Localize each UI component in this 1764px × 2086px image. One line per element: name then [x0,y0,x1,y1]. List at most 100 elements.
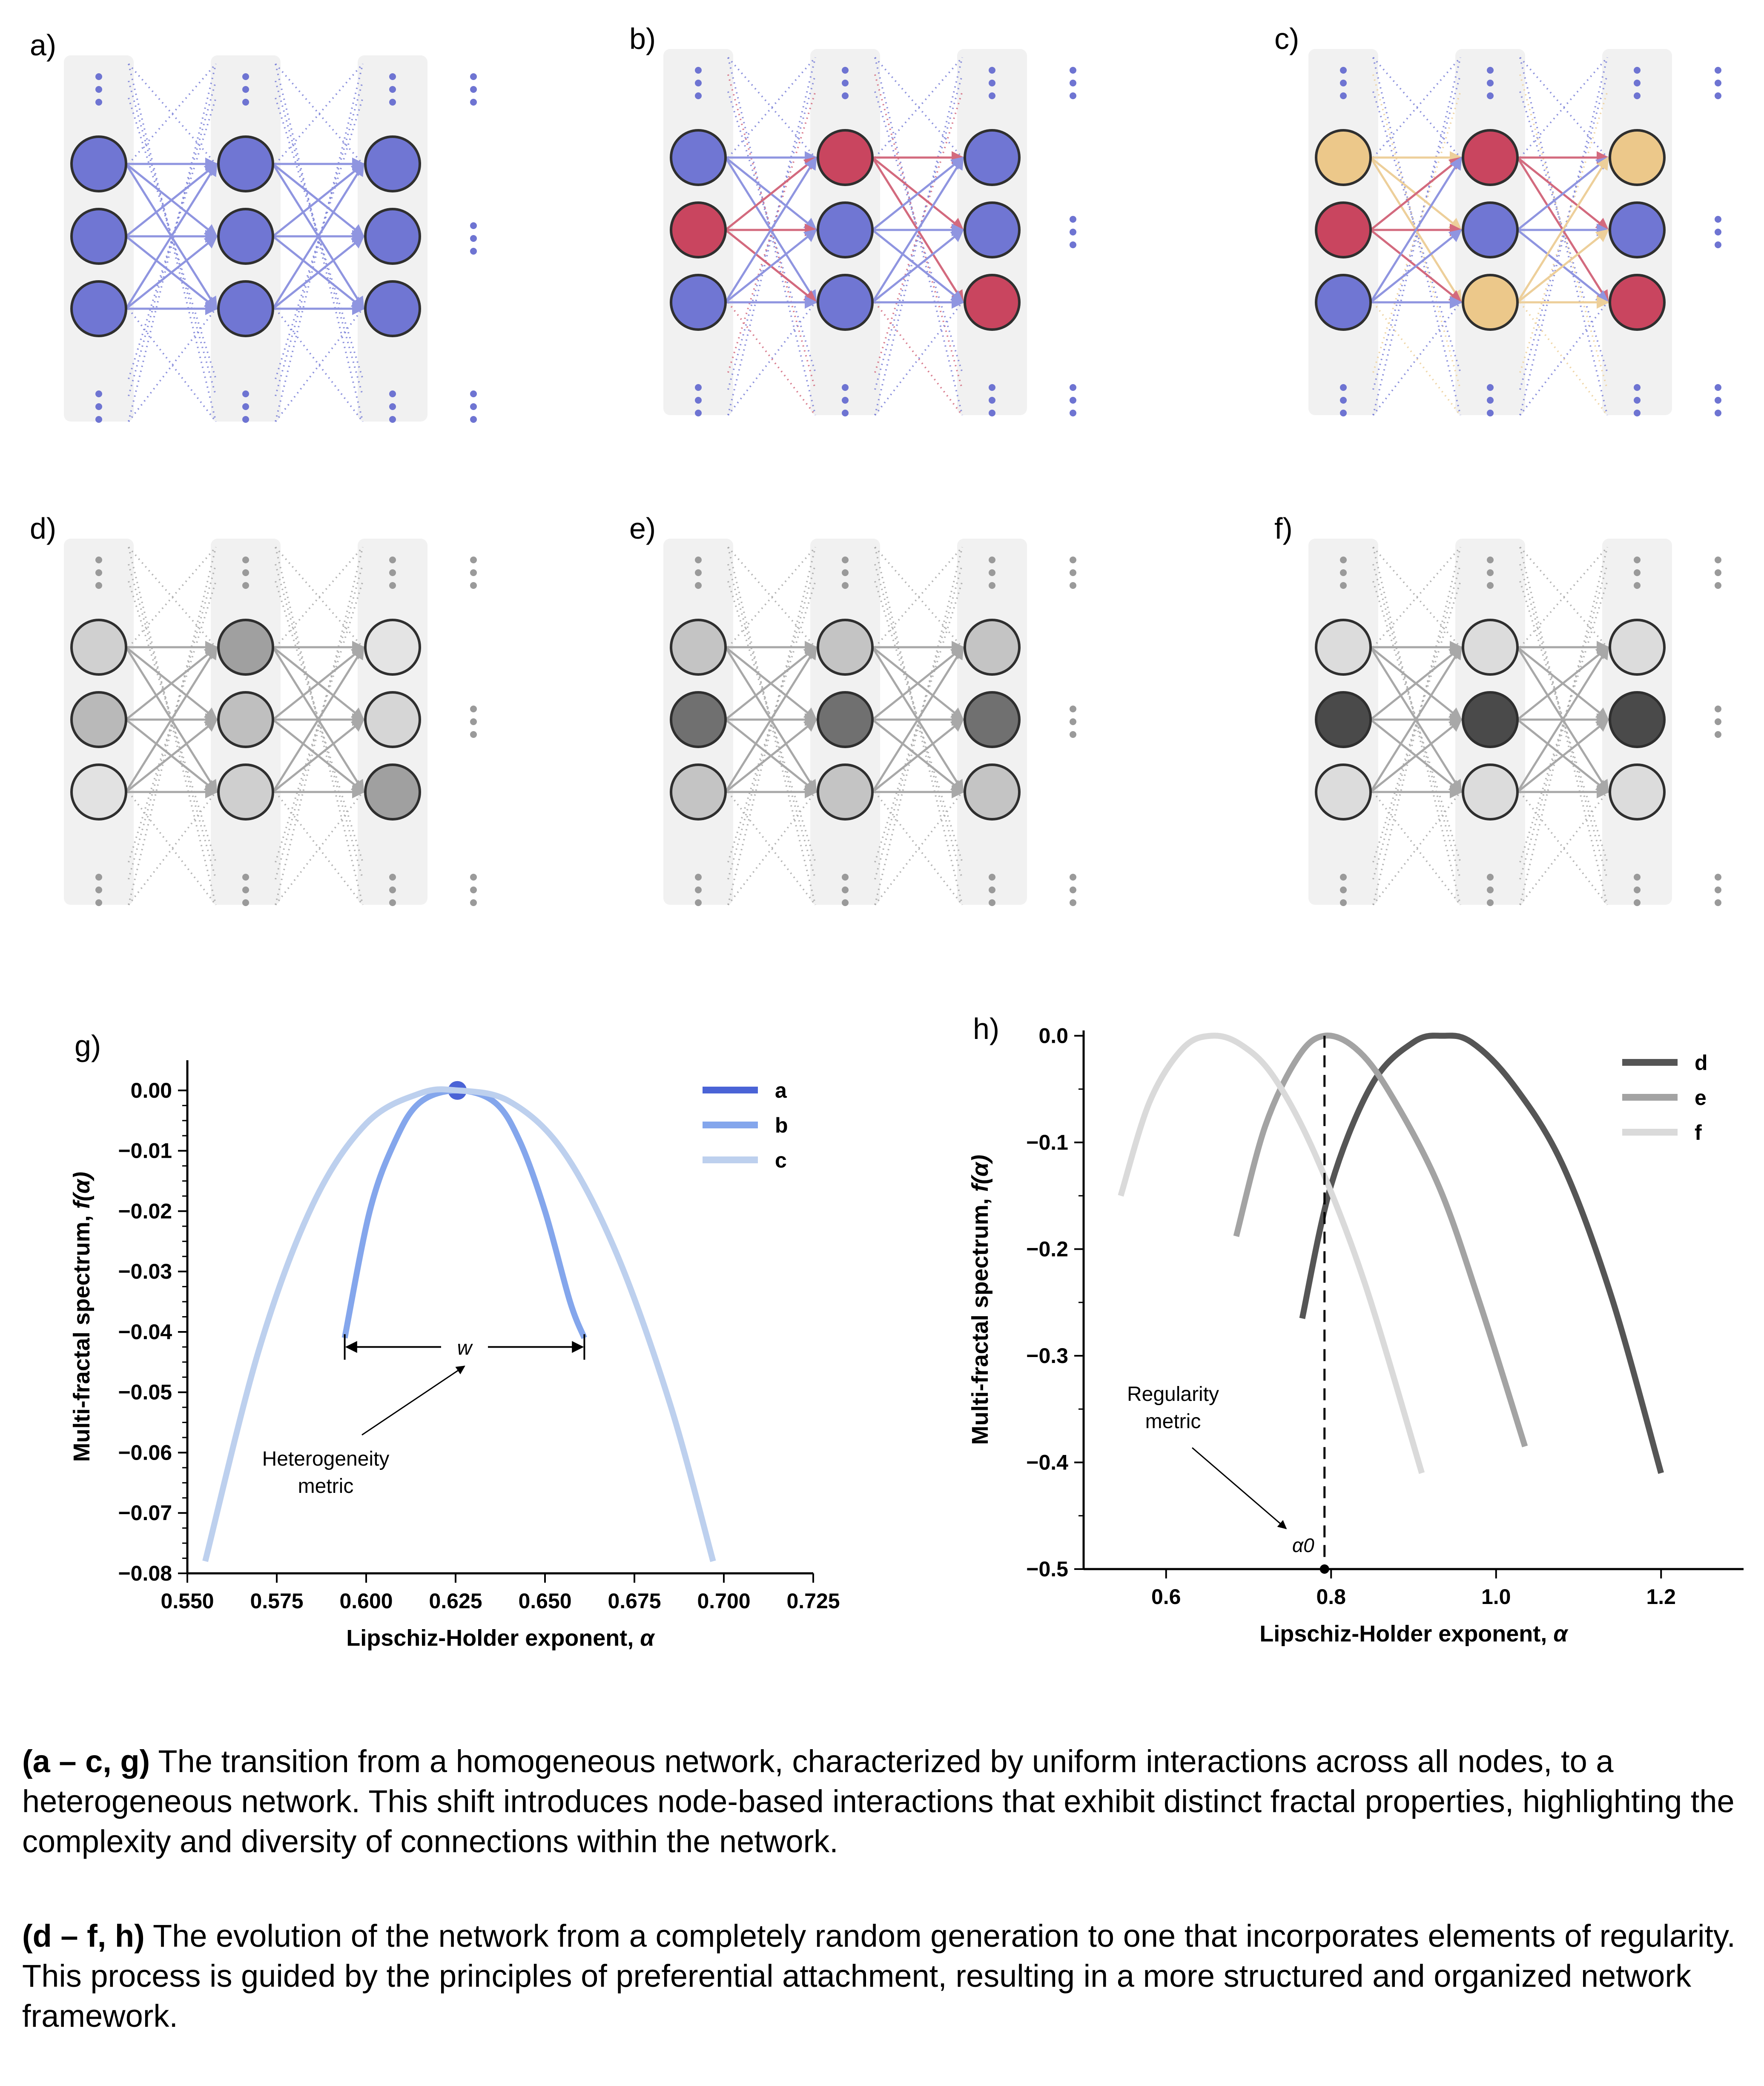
ellipsis-dot [989,899,995,906]
ellipsis-dot [695,80,702,86]
ellipsis-dot [242,73,249,80]
y-tick-label: −0.2 [1026,1237,1068,1261]
ellipsis-dot [1715,557,1721,563]
alpha0-point [1319,1564,1329,1574]
ellipsis-dot [470,235,477,242]
node [1609,763,1666,821]
figure: a) b) c) d) e) f) g) 0.550 0.575 0.600 0.625 0.650… [30,22,1744,1651]
ellipsis-dot [695,397,702,404]
edge [725,229,817,303]
ellipsis-dot [695,569,702,576]
regularity-label: Regularity [1127,1383,1219,1406]
ellipsis-dot [842,67,849,74]
node [1462,691,1519,748]
ellipsis-dot [470,899,477,906]
ellipsis-dot [842,80,849,86]
ellipsis-dot [1487,410,1494,416]
legend-label-b: b [775,1113,788,1137]
ellipsis-dot [989,569,995,576]
edge [1370,719,1463,793]
panel-label: d) [30,512,56,545]
ellipsis-dot [1070,216,1076,223]
network-panel-e: e) [629,512,1076,906]
series-line-e [1233,1032,1528,1448]
edge [1517,229,1609,303]
node [364,135,421,192]
edge [1516,646,1609,793]
edge [871,156,964,303]
x-tick-label: 0.8 [1316,1585,1346,1609]
dotted-edge [1372,57,1461,416]
ellipsis-dot [1070,67,1076,74]
ellipsis-dot [389,899,396,906]
legend-label-a: a [775,1079,787,1102]
ellipsis-dot [1715,397,1721,404]
ellipsis-dot [1070,899,1076,906]
ellipsis-dot [1340,67,1347,74]
edge [125,719,218,793]
x-tick-label: 0.575 [250,1589,303,1613]
dotted-edge [1519,57,1608,416]
edge [125,235,218,310]
node [670,691,727,748]
node [1462,763,1519,821]
ellipsis-dot [95,73,102,80]
ellipsis-dot [389,569,396,576]
ellipsis-dot [95,899,102,906]
ellipsis-dot [470,416,477,423]
node [817,691,874,748]
node [670,619,727,676]
ellipsis-dot [1715,92,1721,99]
edge [1517,646,1609,720]
edge [1516,156,1609,303]
ellipsis-dot [470,248,477,255]
y-tick-label: −0.04 [118,1320,172,1344]
ellipsis-dot [470,706,477,712]
ellipsis-dot [1340,887,1347,893]
ellipsis-dot [1340,92,1347,99]
chart-g: g) 0.550 0.575 0.600 0.625 0.650 0.675 0.700 0.7… [69,1029,840,1651]
edge [125,163,218,310]
edge [272,235,365,310]
x-tick-label: 0.550 [161,1589,214,1613]
dotted-edge [128,547,217,905]
dotted-edge [874,57,963,416]
ellipsis-dot [989,582,995,589]
y-tick-label: −0.01 [118,1139,172,1163]
series-line-b [341,1087,587,1339]
node [670,763,727,821]
panel-label: e) [629,512,656,545]
ellipsis-dot [695,887,702,893]
legend-label-f: f [1695,1121,1702,1145]
ellipsis-dot [1070,582,1076,589]
ellipsis-dot [470,582,477,589]
ellipsis-dot [1487,874,1494,881]
edge [724,646,817,793]
panel-label: f) [1274,512,1293,545]
ellipsis-dot [242,416,249,423]
ellipsis-dot [1340,557,1347,563]
node [364,280,421,337]
ellipsis-dot [1715,731,1721,738]
ellipsis-dot [842,397,849,404]
ellipsis-dot [1340,410,1347,416]
chart-panel-label: h) [973,1012,999,1045]
x-tick-label: 0.625 [429,1589,482,1613]
y-tick-label: 0.00 [131,1079,172,1102]
ellipsis-dot [989,887,995,893]
ellipsis-dot [1715,229,1721,235]
series-line-f [1118,1033,1425,1474]
ellipsis-dot [1487,384,1494,391]
node [70,208,127,265]
ellipsis-dot [95,86,102,93]
node [1609,691,1666,748]
ellipsis-dot [1634,874,1641,881]
node [1462,619,1519,676]
ellipsis-dot [1487,899,1494,906]
y-tick-label: −0.05 [118,1380,172,1404]
x-tick-label: 0.6 [1151,1585,1181,1609]
ellipsis-dot [1715,80,1721,86]
node [817,201,874,258]
dotted-edge [275,63,364,422]
x-axis-label: Lipschiz-Holder exponent, α [346,1625,655,1651]
